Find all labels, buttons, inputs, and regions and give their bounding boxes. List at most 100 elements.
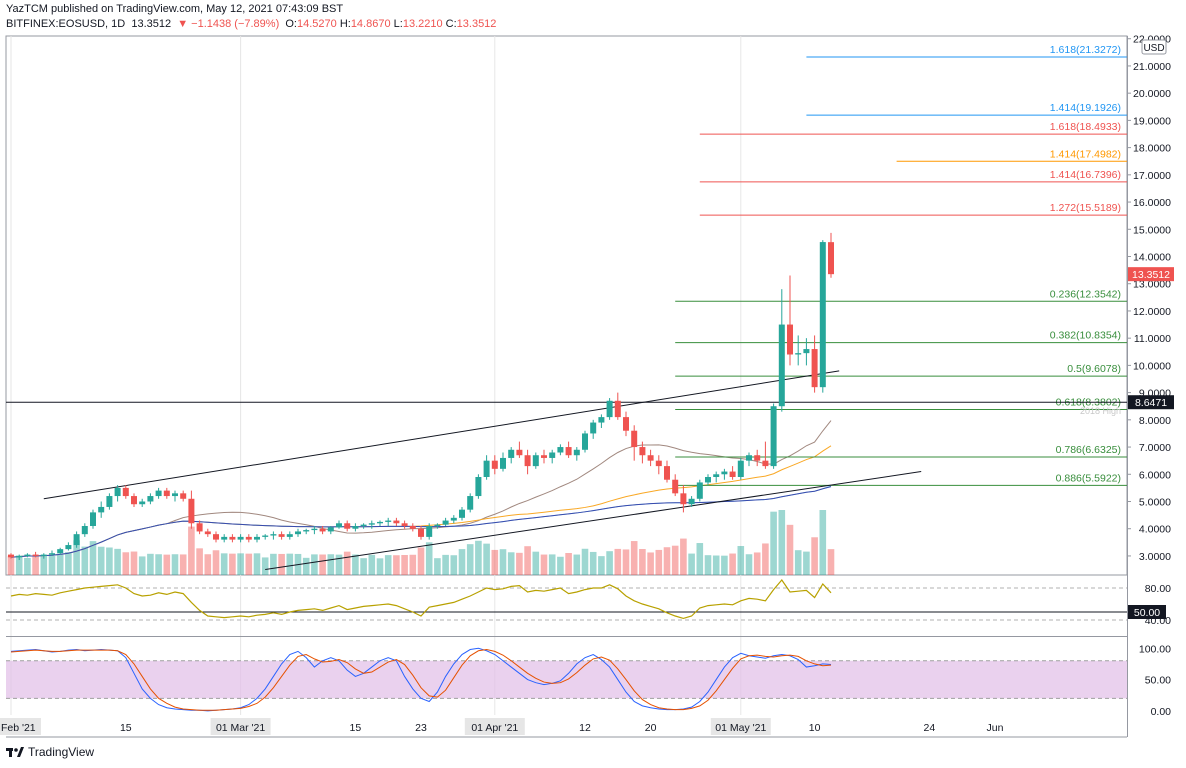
- volume-bar: [327, 554, 335, 575]
- candle-body: [590, 422, 597, 434]
- volume-bar: [721, 555, 728, 575]
- volume-bar: [179, 554, 187, 575]
- candle-body: [155, 490, 162, 497]
- volume-bar: [270, 553, 277, 575]
- volume-bar: [475, 540, 482, 575]
- time-axis-label: 12: [579, 722, 591, 734]
- candle-body: [787, 324, 793, 355]
- symbol-info: BITFINEX:EOSUSD, 1D 13.3512 ▼ −1.1438 (−…: [6, 18, 496, 30]
- candle-body: [286, 534, 293, 537]
- volume-bar: [598, 556, 605, 575]
- volume-bar: [466, 544, 474, 575]
- high-label: H:: [339, 18, 351, 30]
- candle-body: [368, 523, 375, 525]
- volume-bar: [803, 551, 810, 575]
- candle-body: [131, 496, 137, 505]
- candle-body: [180, 493, 187, 499]
- candle-body: [172, 493, 178, 497]
- volume-bar: [97, 546, 105, 575]
- volume-bar: [458, 549, 466, 575]
- volume-bar: [335, 554, 343, 575]
- candle-body: [713, 474, 720, 477]
- candle-body: [598, 417, 605, 423]
- candle-body: [450, 517, 457, 521]
- high-value: 14.8670: [350, 18, 391, 30]
- volume-bar: [794, 550, 802, 575]
- volume-bar: [573, 554, 581, 575]
- candle-body: [623, 417, 629, 431]
- candle-body: [426, 526, 433, 537]
- candle-body: [795, 353, 802, 355]
- volume-bar: [56, 553, 64, 575]
- faint-annotation: 2018 High: [1080, 406, 1121, 416]
- candle-body: [262, 535, 269, 537]
- candle-body: [434, 524, 441, 526]
- volume-bar: [196, 548, 203, 575]
- candle-body: [483, 460, 490, 477]
- volume-bar: [811, 537, 818, 575]
- volume-bar: [220, 553, 228, 575]
- candle-body: [163, 490, 170, 497]
- y-tick-label: 15.0000: [1133, 224, 1171, 236]
- volume-bar: [589, 551, 597, 575]
- fib-level-label: 0.5(9.6078): [1067, 363, 1121, 375]
- candle-body: [90, 512, 96, 526]
- volume-bar: [352, 554, 359, 575]
- volume-bar: [434, 558, 441, 575]
- candle-body: [828, 242, 834, 275]
- fib-level-label: 1.414(16.7396): [1050, 169, 1121, 181]
- candle-body: [647, 455, 654, 461]
- candle-body: [729, 471, 736, 477]
- time-axis-month-bg: [0, 718, 41, 735]
- volume-bar: [130, 551, 138, 575]
- candle-body: [557, 447, 564, 453]
- y-tick-label: 17.0000: [1133, 170, 1171, 182]
- candle-body: [770, 406, 777, 467]
- volume-bar: [147, 553, 154, 575]
- time-axis-label: 15: [120, 722, 132, 734]
- time-axis-month-bg: [464, 718, 525, 735]
- volume-bar: [319, 554, 326, 575]
- candle-body: [49, 553, 55, 555]
- volume-bar: [770, 511, 777, 575]
- candle-body: [418, 528, 424, 537]
- candle-body: [688, 498, 695, 505]
- last-price: 13.3512: [131, 18, 172, 30]
- footer-brand[interactable]: TradingView: [28, 745, 95, 759]
- volume-bar: [122, 552, 130, 575]
- resistance-tag: [1128, 395, 1174, 410]
- candle-body: [516, 449, 523, 456]
- volume-bar: [368, 554, 376, 575]
- y-tick-label: 3.0000: [1139, 551, 1171, 563]
- candle-body: [295, 531, 301, 535]
- y-tick-label: 19.0000: [1133, 115, 1171, 127]
- volume-bar: [745, 554, 753, 575]
- y-tick-label: 13.0000: [1133, 279, 1171, 291]
- time-axis-label: 23: [415, 722, 427, 734]
- volume-bar: [557, 556, 564, 575]
- fib-level-label: 1.414(19.1926): [1050, 102, 1121, 114]
- rsi-midline-tag: [1128, 605, 1166, 619]
- candle-body: [303, 530, 310, 532]
- volume-bar: [40, 555, 48, 575]
- volume-bar: [663, 547, 671, 575]
- candle-body: [409, 526, 416, 529]
- rsi-midline-label: 50.00: [1134, 607, 1160, 619]
- rsi-tick-label: 80.00: [1145, 583, 1171, 595]
- candle-body: [614, 400, 621, 418]
- volume-bar: [65, 552, 72, 575]
- volume-bar: [204, 554, 212, 575]
- time-axis-label: 01 Apr '21: [471, 722, 518, 734]
- volume-bar: [532, 551, 540, 575]
- candle-body: [672, 479, 679, 494]
- symbol-name[interactable]: BITFINEX:EOSUSD, 1D: [6, 18, 126, 30]
- volume-bar: [212, 550, 220, 575]
- candle-body: [40, 554, 47, 556]
- tradingview-logo-icon: [6, 747, 24, 757]
- candle-body: [696, 482, 703, 499]
- volume-bar: [499, 549, 507, 575]
- volume-bar: [155, 554, 162, 575]
- candle-body: [360, 524, 367, 526]
- trendline: [265, 471, 922, 571]
